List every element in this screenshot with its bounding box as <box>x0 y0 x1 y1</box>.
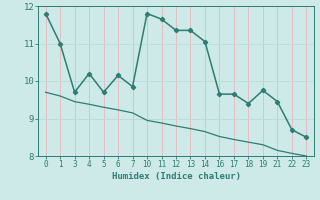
X-axis label: Humidex (Indice chaleur): Humidex (Indice chaleur) <box>111 172 241 181</box>
